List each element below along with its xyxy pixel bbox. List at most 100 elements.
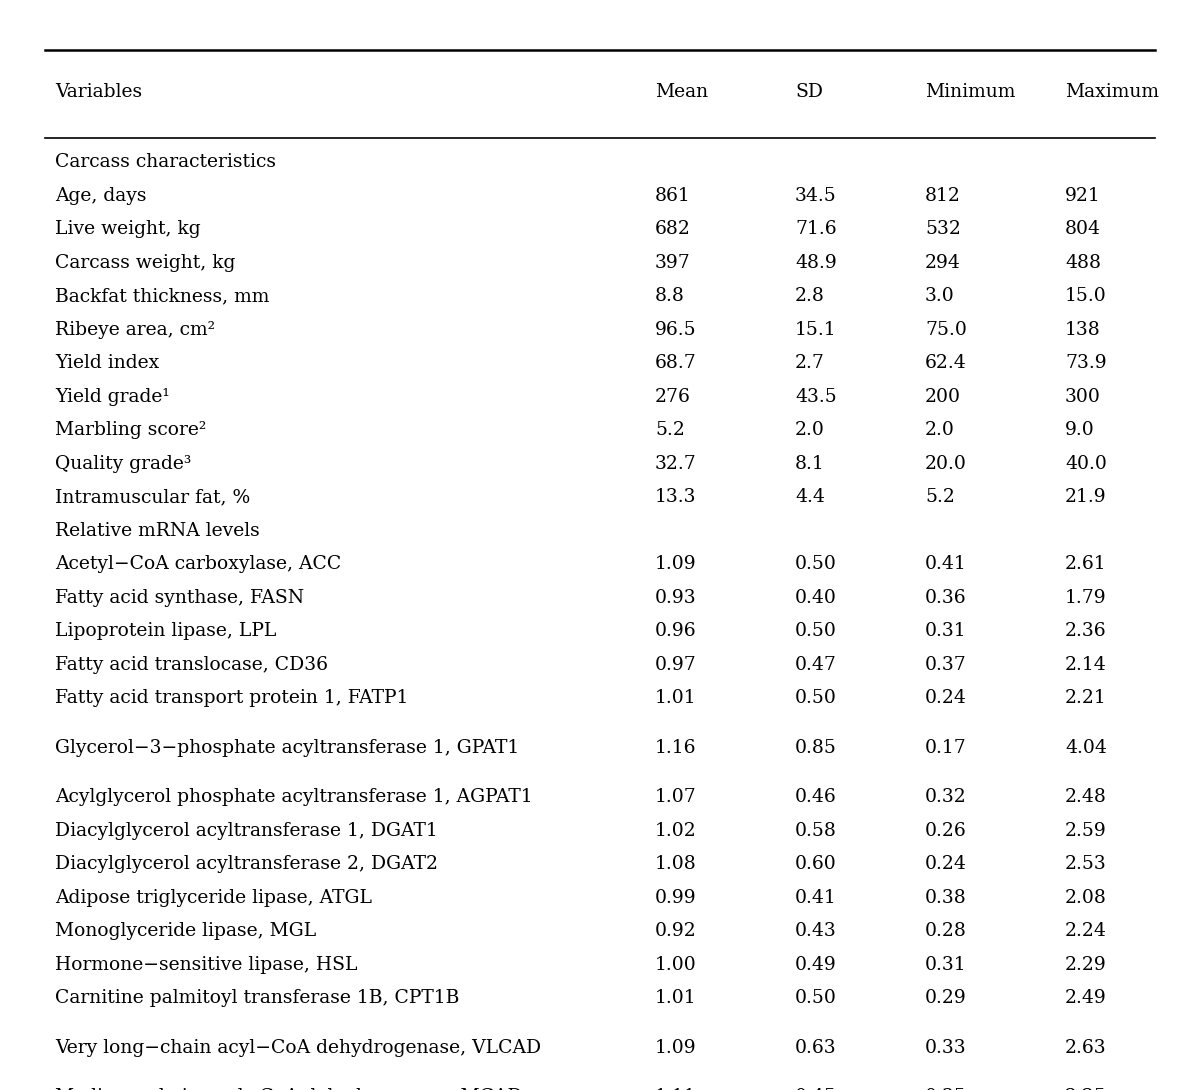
Text: Carcass characteristics: Carcass characteristics [55,153,277,171]
Text: Intramuscular fat, %: Intramuscular fat, % [55,488,250,506]
Text: 0.97: 0.97 [655,655,697,674]
Text: Age, days: Age, days [55,186,146,205]
Text: 2.61: 2.61 [1065,555,1106,573]
Text: 2.29: 2.29 [1065,956,1107,973]
Text: 2.53: 2.53 [1065,855,1107,873]
Text: 861: 861 [655,186,691,205]
Text: Diacylglycerol acyltransferase 1, DGAT1: Diacylglycerol acyltransferase 1, DGAT1 [55,822,438,839]
Text: 0.31: 0.31 [925,956,967,973]
Text: 71.6: 71.6 [795,220,837,238]
Text: 3.0: 3.0 [925,287,955,305]
Text: 2.36: 2.36 [1065,622,1106,640]
Text: 532: 532 [925,220,961,238]
Text: Very long−chain acyl−CoA dehydrogenase, VLCAD: Very long−chain acyl−CoA dehydrogenase, … [55,1039,541,1056]
Text: 0.40: 0.40 [795,589,837,606]
Text: 0.26: 0.26 [925,822,967,839]
Text: 1.01: 1.01 [655,689,697,707]
Text: 0.31: 0.31 [925,622,967,640]
Text: 21.9: 21.9 [1065,488,1106,506]
Text: 0.38: 0.38 [925,888,967,907]
Text: 0.37: 0.37 [925,655,967,674]
Text: 300: 300 [1065,388,1101,405]
Text: 0.50: 0.50 [795,622,837,640]
Text: 2.24: 2.24 [1065,922,1107,940]
Text: 0.96: 0.96 [655,622,697,640]
Text: 2.63: 2.63 [1065,1039,1106,1056]
Text: 294: 294 [925,254,961,271]
Text: 68.7: 68.7 [655,354,697,372]
Text: 2.21: 2.21 [1065,689,1107,707]
Text: 397: 397 [655,254,691,271]
Text: 0.32: 0.32 [925,788,967,806]
Text: 0.41: 0.41 [925,555,967,573]
Text: 62.4: 62.4 [925,354,967,372]
Text: Minimum: Minimum [925,83,1015,101]
Text: 1.09: 1.09 [655,1039,697,1056]
Text: Carnitine palmitoyl transferase 1B, CPT1B: Carnitine palmitoyl transferase 1B, CPT1… [55,989,460,1007]
Text: Variables: Variables [55,83,142,101]
Text: Maximum: Maximum [1065,83,1159,101]
Text: 0.45: 0.45 [795,1088,837,1090]
Text: Acetyl−CoA carboxylase, ACC: Acetyl−CoA carboxylase, ACC [55,555,341,573]
Text: Relative mRNA levels: Relative mRNA levels [55,521,260,540]
Text: 0.17: 0.17 [925,739,967,756]
Text: 1.08: 1.08 [655,855,697,873]
Text: 0.85: 0.85 [795,739,837,756]
Text: 32.7: 32.7 [655,455,697,472]
Text: 0.93: 0.93 [655,589,697,606]
Text: 921: 921 [1065,186,1101,205]
Text: Hormone−sensitive lipase, HSL: Hormone−sensitive lipase, HSL [55,956,358,973]
Text: 2.8: 2.8 [795,287,825,305]
Text: 0.50: 0.50 [795,689,837,707]
Text: 138: 138 [1065,320,1101,339]
Text: 488: 488 [1065,254,1101,271]
Text: 1.09: 1.09 [655,555,697,573]
Text: Marbling score²: Marbling score² [55,421,206,439]
Text: 682: 682 [655,220,691,238]
Text: Acylglycerol phosphate acyltransferase 1, AGPAT1: Acylglycerol phosphate acyltransferase 1… [55,788,533,806]
Text: 5.2: 5.2 [655,421,685,439]
Text: 1.01: 1.01 [655,989,697,1007]
Text: 9.0: 9.0 [1065,421,1095,439]
Text: 8.1: 8.1 [795,455,825,472]
Text: 2.49: 2.49 [1065,989,1107,1007]
Text: 0.35: 0.35 [925,1088,967,1090]
Text: 1.11: 1.11 [655,1088,697,1090]
Text: Monoglyceride lipase, MGL: Monoglyceride lipase, MGL [55,922,316,940]
Text: 4.04: 4.04 [1065,739,1107,756]
Text: 15.0: 15.0 [1065,287,1107,305]
Text: Fatty acid synthase, FASN: Fatty acid synthase, FASN [55,589,304,606]
Text: Medium−chain acyl−CoA dehydrogenase, MCAD: Medium−chain acyl−CoA dehydrogenase, MCA… [55,1088,523,1090]
Text: 0.29: 0.29 [925,989,967,1007]
Text: Quality grade³: Quality grade³ [55,455,192,472]
Text: 40.0: 40.0 [1065,455,1107,472]
Text: Live weight, kg: Live weight, kg [55,220,201,238]
Text: 0.92: 0.92 [655,922,697,940]
Text: 2.0: 2.0 [795,421,825,439]
Text: 13.3: 13.3 [655,488,697,506]
Text: 1.79: 1.79 [1065,589,1106,606]
Text: 1.00: 1.00 [655,956,697,973]
Text: Carcass weight, kg: Carcass weight, kg [55,254,236,271]
Text: 276: 276 [655,388,691,405]
Text: 804: 804 [1065,220,1101,238]
Text: 0.24: 0.24 [925,689,967,707]
Text: 2.48: 2.48 [1065,788,1107,806]
Text: 200: 200 [925,388,961,405]
Text: 0.99: 0.99 [655,888,697,907]
Text: 2.25: 2.25 [1065,1088,1107,1090]
Text: 2.59: 2.59 [1065,822,1107,839]
Text: 2.14: 2.14 [1065,655,1107,674]
Text: 75.0: 75.0 [925,320,967,339]
Text: 0.50: 0.50 [795,989,837,1007]
Text: 0.24: 0.24 [925,855,967,873]
Text: 0.60: 0.60 [795,855,837,873]
Text: 34.5: 34.5 [795,186,837,205]
Text: Yield grade¹: Yield grade¹ [55,388,170,405]
Text: 0.28: 0.28 [925,922,967,940]
Text: Fatty acid transport protein 1, FATP1: Fatty acid transport protein 1, FATP1 [55,689,408,707]
Text: 15.1: 15.1 [795,320,837,339]
Text: 0.63: 0.63 [795,1039,837,1056]
Text: 96.5: 96.5 [655,320,697,339]
Text: 0.41: 0.41 [795,888,837,907]
